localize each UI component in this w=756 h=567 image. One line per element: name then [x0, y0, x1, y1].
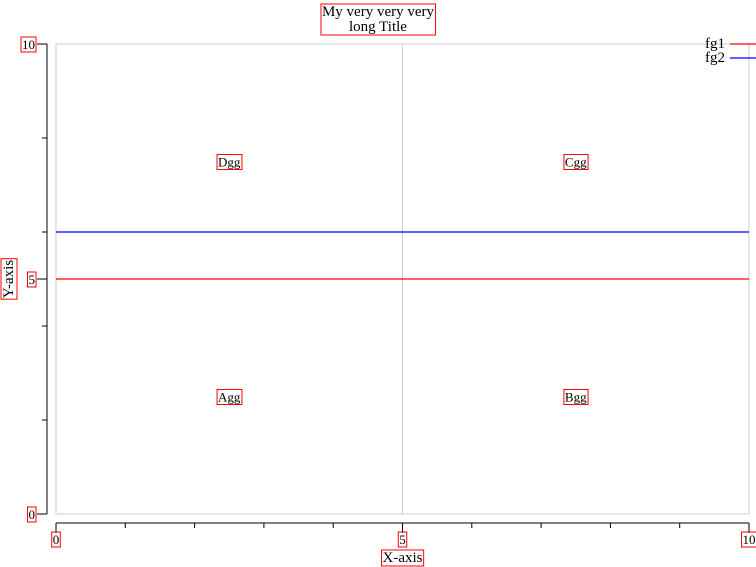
y-tick-label-text: 0 — [29, 507, 36, 522]
annotation-cgg-box — [563, 154, 589, 170]
y-axis-label-box — [0, 258, 18, 300]
x-tick-label-box — [51, 531, 61, 548]
annotation-agg-text: Agg — [218, 390, 241, 405]
x-tick-label: 10 — [741, 531, 756, 548]
annotation-dgg-box — [216, 154, 243, 170]
x-tick-label-box — [397, 531, 408, 548]
y-axis-label-text: Y-axis — [1, 260, 17, 298]
x-tick-label: 5 — [397, 531, 408, 548]
x-axis-label-text: X-axis — [383, 550, 423, 566]
title-line: My very very very — [322, 4, 435, 20]
y-axis-label: Y-axis — [0, 258, 18, 300]
legend-entry-fg2: fg2 — [705, 50, 756, 66]
y-tick-label-box — [27, 271, 37, 288]
y-tick-label-text: 10 — [22, 37, 35, 52]
y-tick-label-box — [20, 36, 37, 53]
annotation-cgg-text: Cgg — [565, 155, 587, 170]
y-tick-label: 10 — [20, 36, 37, 53]
axes-layer: 0 5 10 0 5 10 X-axis Y-axis — [0, 36, 756, 567]
title-line: long Title — [349, 19, 407, 35]
x-tick-label-text: 0 — [53, 532, 60, 547]
annotation-bgg-text: Bgg — [565, 390, 587, 405]
annotation-dgg: Dgg — [216, 154, 243, 170]
y-tick-label-text: 5 — [29, 272, 36, 287]
y-tick-label: 0 — [27, 506, 37, 523]
legend-label: fg1 — [705, 36, 725, 52]
x-tick-label-text: 10 — [743, 532, 756, 547]
x-axis-label-box — [381, 549, 425, 567]
title-box — [320, 3, 437, 36]
annotation-dgg-text: Dgg — [218, 155, 241, 170]
annotation-bgg-box — [563, 389, 589, 405]
annotation-cgg: Cgg — [563, 154, 589, 170]
annotation-agg-box — [216, 389, 243, 405]
x-tick-label-box — [741, 531, 756, 548]
x-tick-label: 0 — [51, 531, 61, 548]
x-axis-label: X-axis — [381, 549, 425, 567]
x-tick-label-text: 5 — [399, 532, 406, 547]
annotation-layer: Dgg Cgg Agg Bgg — [216, 154, 589, 405]
annotation-agg: Agg — [216, 389, 243, 405]
y-tick-label-box — [27, 506, 37, 523]
legend-label: fg2 — [705, 50, 725, 66]
y-tick-label: 5 — [27, 271, 37, 288]
legend-entry-fg1: fg1 — [705, 36, 756, 52]
series-layer — [56, 231, 749, 280]
annotation-bgg: Bgg — [563, 389, 589, 405]
